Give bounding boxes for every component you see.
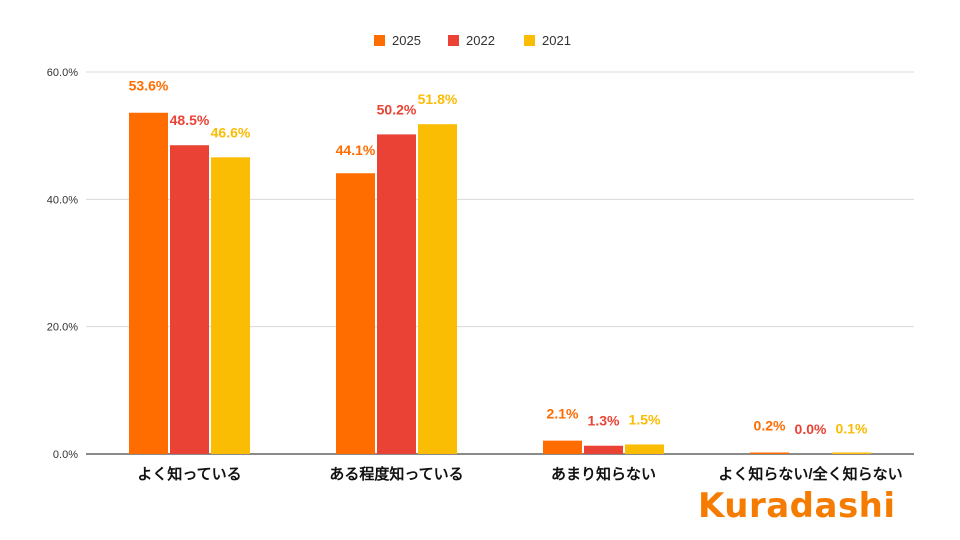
bar (336, 173, 375, 455)
chart-legend: 2025 2022 2021 (374, 33, 571, 48)
x-category-label: よく知っている (137, 465, 241, 483)
data-label: 1.3% (588, 413, 620, 429)
bar (750, 452, 789, 454)
x-category-label: あまり知らない (551, 465, 656, 483)
data-label: 51.8% (418, 91, 458, 107)
data-label: 53.6% (129, 78, 169, 94)
chart-bars (129, 112, 871, 455)
legend-label: 2022 (466, 33, 495, 48)
bar (625, 444, 664, 454)
data-label: 1.5% (629, 411, 661, 427)
data-label: 44.1% (336, 142, 376, 158)
y-tick-label: 20.0% (47, 322, 78, 334)
data-label: 2.1% (547, 406, 579, 422)
legend-label: 2025 (392, 33, 421, 48)
bar (584, 445, 623, 454)
bar (832, 452, 871, 454)
legend-swatch (448, 35, 459, 46)
bar (543, 440, 582, 454)
chart-category-labels: よく知っている ある程度知っている あまり知らない よく知らない/全く知らない (137, 465, 902, 483)
data-label: 0.2% (754, 418, 786, 434)
y-tick-label: 40.0% (47, 194, 78, 206)
legend-swatch (524, 35, 535, 46)
data-label: 0.1% (836, 420, 868, 436)
bar (170, 145, 209, 454)
y-tick-label: 0.0% (53, 449, 78, 461)
x-category-label: ある程度知っている (329, 465, 463, 483)
kuradashi-logo: Kuradashi (698, 486, 896, 526)
chart-data-labels: 53.6% 48.5%46.6% 44.1% 50.2%51.8% 2.1% 1.3% 1.… (129, 78, 868, 437)
bar (418, 124, 457, 454)
legend-swatch (374, 35, 385, 46)
legend-label: 2021 (542, 33, 571, 48)
bar (129, 112, 168, 454)
y-tick-label: 60.0% (47, 67, 78, 79)
data-label: 50.2% (377, 101, 417, 117)
x-category-label: よく知らない/全く知らない (718, 465, 902, 483)
bar (211, 157, 250, 454)
bar (377, 134, 416, 455)
data-label: 0.0% (795, 421, 827, 437)
data-label: 48.5% (170, 112, 210, 128)
data-label: 46.6% (211, 124, 251, 140)
